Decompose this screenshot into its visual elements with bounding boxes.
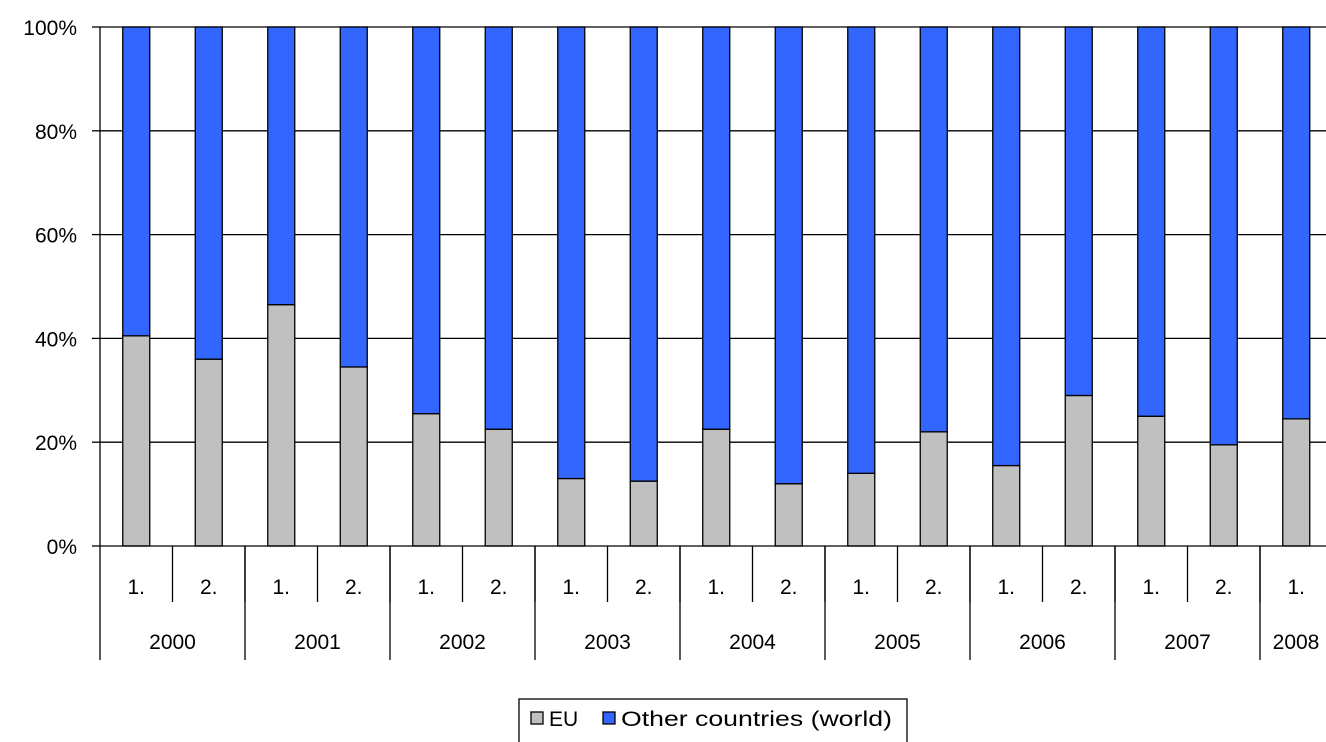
- bar-other-9: [774, 26, 803, 485]
- x-category-label: 1.: [1142, 576, 1160, 599]
- bar-other-6: [557, 26, 586, 480]
- x-group-label: 2003: [584, 631, 631, 654]
- bar-eu-5: [484, 428, 513, 547]
- x-category-label: 2.: [1215, 576, 1233, 599]
- bar-eu-0: [122, 335, 151, 547]
- legend-label-other: Other countries (world): [621, 708, 892, 731]
- bar-other-12: [992, 26, 1021, 467]
- bar-eu-6: [557, 477, 586, 547]
- x-category-label: 1.: [127, 576, 145, 599]
- bar-other-1: [194, 26, 223, 360]
- x-group-label: 2002: [439, 631, 486, 654]
- bar-eu-15: [1209, 444, 1238, 547]
- y-tick-label: 80%: [35, 121, 77, 144]
- bar-eu-16: [1282, 418, 1311, 547]
- x-category-label: 2.: [780, 576, 798, 599]
- bars: [122, 26, 1311, 547]
- x-group-label: 2007: [1164, 631, 1211, 654]
- bar-other-4: [412, 26, 441, 415]
- x-group-label: 2006: [1019, 631, 1066, 654]
- bar-other-11: [919, 26, 948, 433]
- bar-eu-4: [412, 413, 441, 547]
- bar-eu-7: [629, 480, 658, 547]
- bar-eu-12: [992, 464, 1021, 547]
- bar-other-13: [1064, 26, 1093, 397]
- legend-swatch-eu: [530, 711, 544, 725]
- bar-other-8: [702, 26, 731, 430]
- bar-other-16: [1282, 26, 1311, 420]
- x-group-label: 2008: [1273, 631, 1320, 654]
- bar-eu-3: [339, 366, 368, 547]
- bar-other-10: [847, 26, 876, 474]
- legend-swatch-other: [602, 711, 616, 725]
- x-category-label: 1.: [1287, 576, 1305, 599]
- x-group-label: 2005: [874, 631, 921, 654]
- legend-box: [518, 698, 908, 742]
- y-tick-label: 60%: [35, 225, 77, 248]
- x-group-label: 2000: [149, 631, 196, 654]
- x-category-label: 2.: [635, 576, 653, 599]
- x-category-label: 1.: [852, 576, 870, 599]
- x-category-label: 1.: [997, 576, 1015, 599]
- bar-eu-2: [267, 304, 296, 547]
- legend: EU Other countries (world): [518, 698, 908, 742]
- y-tick-label: 40%: [35, 328, 77, 351]
- x-category-label: 1.: [562, 576, 580, 599]
- x-category-label: 2.: [490, 576, 508, 599]
- bar-other-2: [267, 26, 296, 306]
- bar-other-0: [122, 26, 151, 337]
- bar-other-7: [629, 26, 658, 482]
- bar-other-15: [1209, 26, 1238, 446]
- bar-eu-11: [919, 431, 948, 547]
- bar-other-5: [484, 26, 513, 430]
- legend-label-eu: EU: [549, 708, 578, 731]
- bar-eu-10: [847, 472, 876, 547]
- y-tick-label: 0%: [47, 536, 77, 559]
- x-group-label: 2004: [729, 631, 776, 654]
- bar-other-3: [339, 26, 368, 368]
- bar-eu-1: [194, 358, 223, 547]
- bar-other-14: [1137, 26, 1166, 417]
- bar-eu-9: [774, 483, 803, 547]
- x-category-label: 2.: [1070, 576, 1088, 599]
- bar-eu-8: [702, 428, 731, 547]
- axes: 0% 20% 40% 60% 80% 100% 1. 2. 1. 2. 1. 2. 1. 2. 1. 2. 1.…: [23, 17, 1326, 660]
- x-category-label: 1.: [707, 576, 725, 599]
- y-tick-label: 100%: [23, 17, 77, 40]
- x-group-label: 2001: [294, 631, 341, 654]
- x-category-label: 2.: [200, 576, 218, 599]
- x-category-label: 2.: [925, 576, 943, 599]
- x-category-label: 1.: [417, 576, 435, 599]
- bar-eu-14: [1137, 415, 1166, 547]
- y-tick-label: 20%: [35, 432, 77, 455]
- x-category-label: 1.: [272, 576, 290, 599]
- x-category-label: 2.: [345, 576, 363, 599]
- bar-eu-13: [1064, 394, 1093, 547]
